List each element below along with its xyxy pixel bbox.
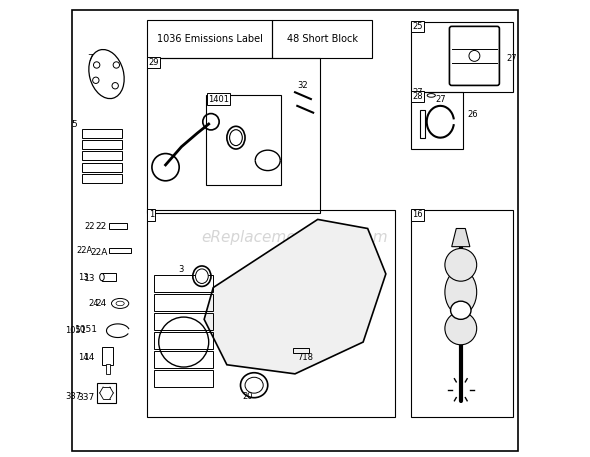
Text: 1: 1	[149, 210, 154, 219]
Text: 14: 14	[84, 353, 96, 362]
Text: 718: 718	[297, 353, 313, 362]
Text: 3: 3	[178, 265, 183, 274]
Bar	[154, 351, 213, 368]
Bar	[106, 364, 110, 374]
Ellipse shape	[230, 130, 242, 146]
Text: 22: 22	[84, 222, 95, 231]
Text: 5: 5	[71, 120, 77, 128]
Text: 13: 13	[78, 273, 88, 282]
Text: 20: 20	[242, 392, 253, 401]
Ellipse shape	[445, 249, 477, 281]
Text: 1036 Emissions Label: 1036 Emissions Label	[157, 34, 263, 44]
Text: 24: 24	[96, 299, 107, 308]
Text: 29: 29	[149, 58, 159, 67]
Text: 1051: 1051	[65, 326, 86, 335]
Text: 48 Short Block: 48 Short Block	[287, 34, 358, 44]
Bar	[102, 346, 113, 365]
Text: 337: 337	[77, 393, 94, 402]
Bar	[293, 348, 309, 353]
Ellipse shape	[451, 301, 471, 319]
Bar	[154, 294, 213, 311]
Bar	[420, 111, 425, 138]
Ellipse shape	[445, 270, 477, 314]
Bar	[411, 210, 513, 417]
Text: 22A: 22A	[77, 246, 93, 255]
Ellipse shape	[445, 312, 477, 345]
Text: 26: 26	[468, 111, 478, 119]
Text: 16: 16	[412, 210, 423, 219]
Bar	[81, 163, 122, 172]
Bar	[81, 140, 122, 149]
Bar	[109, 248, 132, 254]
Bar	[81, 174, 122, 183]
Text: eReplacementParts.com: eReplacementParts.com	[202, 230, 388, 245]
Polygon shape	[452, 228, 470, 247]
Bar	[154, 313, 213, 330]
Text: 14: 14	[78, 353, 88, 362]
Text: 27: 27	[506, 53, 517, 63]
Bar	[97, 383, 116, 404]
Text: 22A: 22A	[90, 248, 107, 257]
Bar	[81, 151, 122, 160]
Text: 24: 24	[88, 299, 99, 308]
Bar	[102, 273, 116, 281]
Text: 7: 7	[87, 53, 93, 63]
Circle shape	[469, 50, 480, 61]
Bar	[273, 20, 372, 58]
Bar	[148, 210, 395, 417]
Bar	[148, 20, 273, 58]
Text: 1401: 1401	[208, 95, 229, 103]
Bar	[148, 58, 320, 213]
Text: 27: 27	[435, 96, 445, 104]
Text: 1051: 1051	[74, 325, 97, 334]
Ellipse shape	[100, 273, 104, 281]
Polygon shape	[204, 219, 386, 374]
Bar	[81, 128, 122, 138]
Bar	[411, 92, 463, 149]
Text: 337: 337	[65, 392, 81, 401]
Text: 25: 25	[412, 22, 422, 31]
Bar	[411, 22, 513, 92]
Bar	[206, 95, 281, 186]
Text: 28: 28	[412, 92, 423, 101]
Text: 13: 13	[84, 274, 96, 283]
Text: 22: 22	[96, 222, 107, 231]
Bar	[154, 332, 213, 349]
Ellipse shape	[195, 269, 208, 283]
Bar	[154, 275, 213, 292]
Ellipse shape	[116, 301, 124, 306]
Bar	[109, 223, 127, 229]
Text: 27: 27	[412, 88, 423, 97]
Ellipse shape	[245, 377, 263, 393]
Text: 32: 32	[297, 81, 308, 90]
Bar	[154, 370, 213, 388]
